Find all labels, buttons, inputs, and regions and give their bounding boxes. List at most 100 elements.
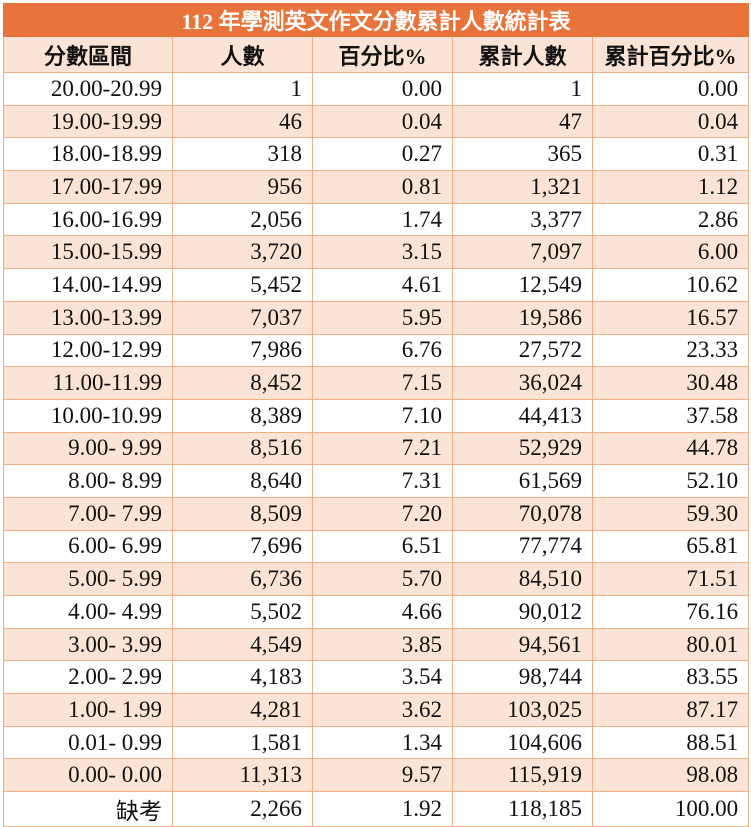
cell-count: 46 <box>172 104 313 139</box>
cell-count: 1,581 <box>172 725 313 760</box>
score-statistics-table: 112 年學測英文作文分數累計人數統計表 分數區間 人數 百分比% 累計人數 累… <box>2 3 750 827</box>
cell-percent: 1.74 <box>312 202 453 237</box>
cell-cumulative-percent: 98.08 <box>591 758 750 793</box>
cell-cumulative-percent: 87.17 <box>591 693 750 727</box>
cell-percent: 0.81 <box>312 170 453 204</box>
cell-cumulative-percent: 80.01 <box>591 627 750 662</box>
cell-score-range: 0.00- 0.00 <box>3 758 173 793</box>
cell-cumulative-percent: 23.33 <box>591 333 750 368</box>
table-title: 112 年學測英文作文分數累計人數統計表 <box>2 3 750 37</box>
cell-cumulative-percent: 37.58 <box>591 398 750 433</box>
cell-score-range: 3.00- 3.99 <box>3 627 173 662</box>
cell-cumulative-count: 36,024 <box>452 366 593 400</box>
cell-cumulative-count: 115,919 <box>452 758 593 793</box>
cell-cumulative-percent: 0.31 <box>591 137 750 172</box>
cell-count: 318 <box>172 137 313 172</box>
cell-percent: 3.85 <box>312 627 453 662</box>
cell-score-range: 14.00-14.99 <box>3 268 173 302</box>
cell-percent: 4.61 <box>312 268 453 302</box>
cell-cumulative-count: 52,929 <box>452 431 593 466</box>
table-row: 缺考 2,266 1.92 118,185 100.00 <box>3 791 750 827</box>
cell-score-range: 15.00-15.99 <box>3 235 173 270</box>
cell-percent: 1.34 <box>312 725 453 760</box>
cell-percent: 7.10 <box>312 398 453 433</box>
header-score-range: 分數區間 <box>3 36 173 73</box>
cell-score-range: 5.00- 5.99 <box>3 562 173 596</box>
cell-score-range: 20.00-20.99 <box>3 72 173 106</box>
cell-count: 7,696 <box>172 529 313 564</box>
table-row: 19.00-19.99 46 0.04 47 0.04 <box>3 104 750 139</box>
cell-score-range: 19.00-19.99 <box>3 104 173 139</box>
cell-cumulative-percent: 83.55 <box>591 660 750 695</box>
table-row: 14.00-14.99 5,452 4.61 12,549 10.62 <box>3 268 750 302</box>
cell-percent: 4.66 <box>312 595 453 629</box>
cell-count: 2,056 <box>172 202 313 237</box>
cell-count: 8,516 <box>172 431 313 466</box>
cell-cumulative-count: 98,744 <box>452 660 593 695</box>
cell-cumulative-count: 94,561 <box>452 627 593 662</box>
cell-cumulative-count: 47 <box>452 104 593 139</box>
cell-percent: 7.15 <box>312 366 453 400</box>
cell-cumulative-percent: 2.86 <box>591 202 750 237</box>
table-row: 1.00- 1.99 4,281 3.62 103,025 87.17 <box>3 693 750 727</box>
header-count: 人數 <box>172 36 313 73</box>
cell-cumulative-percent: 76.16 <box>591 595 750 629</box>
cell-cumulative-count: 3,377 <box>452 202 593 237</box>
table-row: 5.00- 5.99 6,736 5.70 84,510 71.51 <box>3 562 750 596</box>
cell-score-range: 13.00-13.99 <box>3 300 173 335</box>
table-row: 2.00- 2.99 4,183 3.54 98,744 83.55 <box>3 660 750 695</box>
table-row: 16.00-16.99 2,056 1.74 3,377 2.86 <box>3 202 750 237</box>
cell-cumulative-count: 103,025 <box>452 693 593 727</box>
table-title-row: 112 年學測英文作文分數累計人數統計表 <box>2 3 750 37</box>
cell-cumulative-count: 7,097 <box>452 235 593 270</box>
cell-score-range: 8.00- 8.99 <box>3 464 173 498</box>
cell-score-range: 缺考 <box>3 791 173 827</box>
cell-cumulative-percent: 10.62 <box>591 268 750 302</box>
cell-cumulative-count: 118,185 <box>452 791 593 827</box>
cell-count: 4,549 <box>172 627 313 662</box>
cell-cumulative-percent: 71.51 <box>591 562 750 596</box>
cell-cumulative-count: 84,510 <box>452 562 593 596</box>
cell-cumulative-count: 12,549 <box>452 268 593 302</box>
cell-count: 5,502 <box>172 595 313 629</box>
column-header-row: 分數區間 人數 百分比% 累計人數 累計百分比% <box>3 36 750 73</box>
cell-cumulative-percent: 1.12 <box>591 170 750 204</box>
cell-score-range: 7.00- 7.99 <box>3 496 173 531</box>
cell-percent: 3.54 <box>312 660 453 695</box>
table-row: 10.00-10.99 8,389 7.10 44,413 37.58 <box>3 398 750 433</box>
cell-cumulative-count: 19,586 <box>452 300 593 335</box>
cell-cumulative-count: 1 <box>452 72 593 106</box>
cell-cumulative-count: 365 <box>452 137 593 172</box>
table-row: 20.00-20.99 1 0.00 1 0.00 <box>3 72 750 106</box>
cell-cumulative-percent: 30.48 <box>591 366 750 400</box>
table-row: 18.00-18.99 318 0.27 365 0.31 <box>3 137 750 172</box>
cell-score-range: 16.00-16.99 <box>3 202 173 237</box>
cell-count: 5,452 <box>172 268 313 302</box>
cell-percent: 1.92 <box>312 791 453 827</box>
table-row: 11.00-11.99 8,452 7.15 36,024 30.48 <box>3 366 750 400</box>
cell-count: 4,281 <box>172 693 313 727</box>
table-row: 13.00-13.99 7,037 5.95 19,586 16.57 <box>3 300 750 335</box>
table-row: 8.00- 8.99 8,640 7.31 61,569 52.10 <box>3 464 750 498</box>
cell-count: 3,720 <box>172 235 313 270</box>
table-row: 7.00- 7.99 8,509 7.20 70,078 59.30 <box>3 496 750 531</box>
cell-score-range: 18.00-18.99 <box>3 137 173 172</box>
cell-score-range: 1.00- 1.99 <box>3 693 173 727</box>
cell-cumulative-percent: 52.10 <box>591 464 750 498</box>
cell-percent: 3.62 <box>312 693 453 727</box>
cell-score-range: 6.00- 6.99 <box>3 529 173 564</box>
table-row: 6.00- 6.99 7,696 6.51 77,774 65.81 <box>3 529 750 564</box>
cell-percent: 6.76 <box>312 333 453 368</box>
cell-count: 11,313 <box>172 758 313 793</box>
cell-percent: 0.00 <box>312 72 453 106</box>
cell-cumulative-percent: 0.04 <box>591 104 750 139</box>
cell-cumulative-count: 70,078 <box>452 496 593 531</box>
cell-percent: 3.15 <box>312 235 453 270</box>
cell-percent: 7.21 <box>312 431 453 466</box>
cell-count: 7,037 <box>172 300 313 335</box>
cell-percent: 9.57 <box>312 758 453 793</box>
cell-cumulative-percent: 16.57 <box>591 300 750 335</box>
cell-score-range: 12.00-12.99 <box>3 333 173 368</box>
table-row: 12.00-12.99 7,986 6.76 27,572 23.33 <box>3 333 750 368</box>
cell-cumulative-count: 27,572 <box>452 333 593 368</box>
